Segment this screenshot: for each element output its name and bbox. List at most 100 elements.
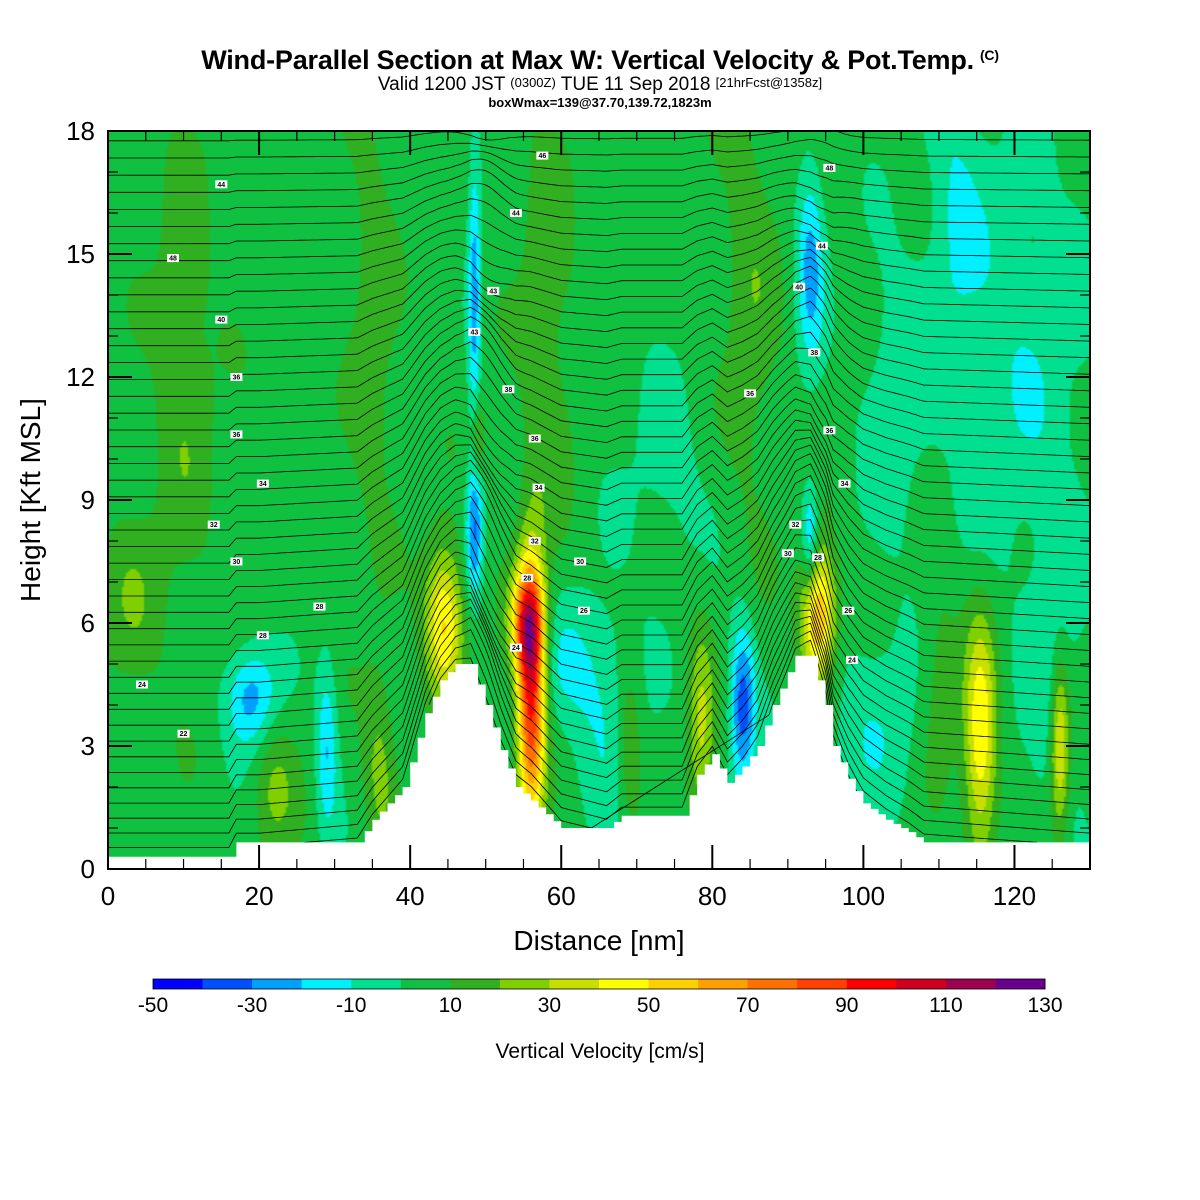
contour-label-bg [744,389,757,398]
theta-contour-line [108,198,1090,245]
colorbar-tick-label: 130 [1027,994,1062,1017]
contour-label: 40 [795,284,803,291]
theta-contour-line [108,150,1090,176]
contour-label-bg [230,557,243,566]
contour-label-bg [812,553,825,562]
x-axis-label: Distance [nm] [513,925,684,956]
theta-contour-line [108,315,1090,414]
contour-label-bg [509,643,522,652]
contour-label: 36 [531,436,539,443]
axis-ticks [107,130,1091,870]
theta-contour-line [108,275,1090,363]
contour-label-bg [574,557,587,566]
colorbar-tick-label: 30 [538,994,561,1017]
vertical-velocity-field [108,131,1090,869]
contour-label: 32 [210,522,218,529]
colorbar-swatch [450,979,501,989]
contour-label-bg [823,163,836,172]
theta-contour-line [108,409,1090,531]
contour-label-bg [256,631,269,640]
contour-label: 38 [810,350,818,357]
colorbar-swatch [153,979,203,989]
colorbar-swatch [698,979,749,989]
theta-contour-line [108,229,1090,279]
colorbar [152,978,1046,990]
contour-label-bg [815,241,828,250]
chart-subtitle: Valid 1200 JST (0300Z) TUE 11 Sep 2018 [… [377,74,823,95]
contour-label: 43 [470,329,478,336]
terrain-mask [108,655,1090,869]
contour-label: 38 [504,387,512,394]
contour-label: 32 [792,522,800,529]
x-tick-label: 20 [245,881,274,911]
theta-contour-line [108,453,1090,613]
theta-contour-line [108,571,1090,758]
theta-contour-line [108,257,1090,330]
contour-label-bg [838,479,851,488]
contour-label: 30 [233,559,241,566]
y-tick-label: 18 [66,116,95,146]
y-axis-label: Height [Kft MSL] [15,398,46,602]
potential-temperature-contours [108,131,1090,848]
theta-contour-line [108,436,1090,580]
contour-label-bg [528,537,541,545]
theta-contour-line [108,444,1090,597]
contour-label-bg [166,254,179,263]
title-block: Wind-Parallel Section at Max W: Vertical… [0,40,1200,110]
contour-label: 48 [825,165,833,172]
copyright-mark: (C) [979,47,999,63]
colorbar-tick-label: 90 [835,994,858,1017]
theta-contour-line [108,373,1090,481]
theta-contour-line [108,169,1090,210]
colorbar-swatch [252,979,303,989]
contour-label-bg [509,209,522,217]
theta-contour-line [108,547,1090,726]
colorbar-swatch [896,979,947,989]
theta-contour-line [108,429,1090,564]
colorbar-tick-label: 10 [439,994,462,1017]
theta-contour-line [108,356,1090,464]
theta-contour-line [108,488,1090,662]
contour-label: 44 [217,182,225,189]
contour-label: 28 [814,555,822,562]
chart-subsubtitle: boxWmax=139@37.70,139.72,1823m [488,95,712,110]
colorbar-swatch [351,979,402,989]
contour-label: 28 [523,575,531,582]
theta-contour-line [108,463,1090,630]
x-tick-label: 60 [547,881,576,911]
colorbar-swatch [599,979,649,989]
theta-contour-line [108,606,1090,819]
contour-label-bg [793,282,806,291]
theta-contour-line [108,287,1090,380]
contour-label: 48 [169,256,177,263]
theta-contour-line [108,559,1090,742]
colorbar-swatch [995,979,1046,989]
colorbar-swatch [747,979,798,989]
contour-label: 34 [259,481,267,488]
contour-labels: 44 48 40 36 36 34 32 30 28 28 24 22 46 44 43 43 38 36 34 32… [135,151,859,738]
contour-label-bg [468,327,481,336]
contour-label: 36 [746,391,754,398]
theta-contour-line [108,138,1090,159]
contour-label-bg [781,549,794,558]
colorbar-swatch [400,979,451,989]
contour-label: 24 [512,645,520,652]
contour-label: 43 [489,288,497,295]
contour-label-bg [502,385,515,394]
contour-label-bg [532,483,545,492]
colorbar-tick-labels: -50 -30 -10 10 30 50 70 90 110 130 [138,994,1063,1017]
contour-label: 24 [138,682,146,689]
theta-contour-line [108,598,1090,804]
chart-title: Wind-Parallel Section at Max W: Vertical… [201,45,999,75]
contour-label: 32 [531,539,539,546]
contour-label: 36 [825,428,833,435]
theta-contour-line [428,639,864,829]
y-tick-label: 12 [66,362,95,392]
theta-contour-line [108,327,1090,431]
colorbar-swatch [499,979,550,989]
theta-contour-line [108,158,1090,193]
contour-label-bg [528,434,541,443]
theta-contour-line [108,591,1090,789]
theta-contour-line [108,265,1090,347]
